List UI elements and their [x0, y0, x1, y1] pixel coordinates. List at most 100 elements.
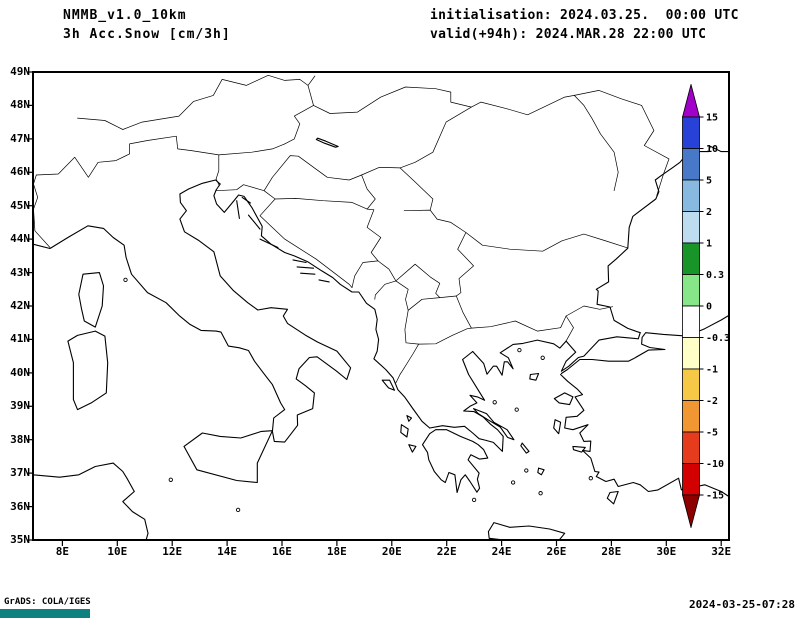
coastline	[78, 272, 105, 328]
country-border	[361, 106, 472, 176]
colorbar: 15 10 5 2 1 0.3 0 -0.3 -1 -2 -5 -10 -15	[681, 82, 752, 530]
country-border	[395, 263, 441, 298]
lon-tick-label: 28E	[601, 545, 622, 558]
country-border	[471, 320, 561, 332]
lat-tick-label: 45N	[10, 198, 30, 212]
small-island	[510, 480, 516, 485]
coastline	[472, 339, 567, 376]
lon-tick-label: 10E	[107, 545, 128, 558]
country-border	[218, 143, 286, 156]
colorbar-segment	[682, 305, 700, 338]
small-island	[524, 468, 529, 473]
country-border	[377, 260, 397, 282]
coastline	[236, 200, 240, 219]
lat-tick-label: 40N	[10, 365, 30, 379]
coastline	[560, 332, 641, 372]
lon-tick-label: 20E	[381, 545, 402, 558]
lon-tick-label: 14E	[217, 545, 237, 558]
small-island	[538, 491, 543, 496]
country-border	[284, 85, 314, 145]
colorbar-svg: 15 10 5 2 1 0.3 0 -0.3 -1 -2 -5 -10 -15	[681, 82, 730, 530]
colorbar-segment	[682, 431, 700, 464]
lat-tick-label: 42N	[10, 299, 30, 312]
colorbar-tick-label: 0.3	[706, 270, 724, 281]
colorbar-tick-label: -1	[706, 365, 718, 376]
colorbar-top-arrow	[681, 82, 701, 118]
country-border	[35, 135, 220, 187]
lon-tick-label: 24E	[491, 545, 512, 558]
small-island	[514, 407, 519, 412]
country-border	[215, 155, 299, 192]
small-island	[123, 277, 128, 283]
country-border	[259, 190, 353, 288]
product-name: 3h Acc.Snow [cm/3h]	[63, 27, 231, 42]
colorbar-tick-label: -10	[706, 459, 724, 470]
colorbar-tick-label: -15	[706, 491, 724, 502]
coastline	[553, 392, 574, 406]
small-island	[471, 497, 477, 503]
colorbar-segment	[682, 368, 700, 401]
coastline	[487, 522, 566, 541]
coastline	[315, 137, 339, 148]
lat-tick-label: 46N	[10, 165, 30, 179]
lat-tick-label: 48N	[10, 98, 30, 112]
country-border	[274, 198, 368, 210]
colorbar-tick-label: -2	[706, 396, 718, 407]
coastline	[300, 272, 316, 275]
coastline	[606, 490, 619, 505]
country-border	[641, 105, 670, 197]
colorbar-segment	[682, 274, 700, 307]
colorbar-tick-label: 5	[706, 176, 712, 187]
country-border	[560, 315, 574, 342]
lat-tick-label: 44N	[10, 232, 30, 246]
coastline	[32, 462, 149, 541]
country-border	[351, 208, 382, 288]
small-island	[588, 476, 593, 481]
lon-tick-label: 26E	[546, 545, 567, 558]
coastline	[381, 379, 396, 391]
country-border	[573, 95, 619, 192]
colorbar-segment	[682, 116, 700, 149]
creation-timestamp: 2024-03-25-07:28	[689, 598, 795, 611]
country-border	[399, 167, 434, 211]
country-border	[313, 86, 452, 114]
country-border	[77, 74, 316, 130]
lat-tick-label: 37N	[10, 466, 30, 480]
coastline	[473, 408, 515, 441]
small-island	[235, 507, 241, 513]
coastline	[408, 444, 417, 453]
lat-tick-label: 39N	[10, 399, 30, 413]
small-island	[540, 355, 545, 360]
small-island	[168, 477, 173, 482]
country-border	[395, 343, 420, 384]
lon-tick-label: 8E	[55, 545, 69, 558]
coastline	[529, 372, 540, 381]
country-border	[455, 232, 474, 297]
colorbar-segment	[682, 179, 700, 212]
init-time: initialisation: 2024.03.25. 00:00 UTC	[430, 8, 739, 23]
coastline	[247, 214, 261, 230]
country-border	[407, 295, 457, 311]
coastline	[292, 259, 307, 264]
colorbar-tick-label: -5	[706, 428, 718, 439]
coastline	[296, 266, 315, 269]
lon-tick-label: 18E	[326, 545, 347, 558]
coastline	[241, 196, 251, 204]
colorbar-segment	[682, 211, 700, 244]
coastline	[32, 179, 352, 443]
coastline	[400, 424, 409, 438]
colorbar-bottom-arrow	[681, 494, 701, 530]
coastline	[553, 419, 562, 435]
grads-logo-bar	[0, 609, 90, 618]
country-border	[455, 295, 472, 329]
colorbar-segment	[682, 337, 700, 370]
colorbar-tick-label: 1	[706, 239, 712, 250]
lat-tick-label: 47N	[10, 131, 30, 145]
coastline	[406, 415, 413, 422]
coastline	[537, 467, 545, 476]
country-border	[573, 90, 642, 106]
coastline	[429, 350, 504, 452]
coastline	[421, 429, 489, 494]
colorbar-tick-label: -0.3	[706, 333, 730, 344]
